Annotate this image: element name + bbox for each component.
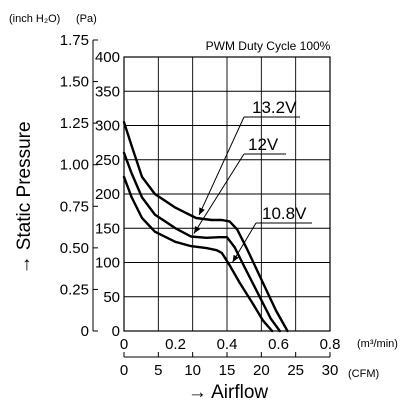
x-cfm-tick-label: 20	[253, 362, 270, 379]
chart-title: PWM Duty Cycle 100%	[206, 39, 331, 53]
x-primary-unit: (m³/min)	[357, 338, 398, 350]
y-inch-tick-label: 1.75	[60, 32, 89, 49]
series-label: 10.8V	[262, 204, 307, 223]
series-labels: 13.2V 12V 10.8V	[193, 98, 312, 263]
y-pa-tick-label: 50	[103, 289, 120, 306]
x-cfm-tick-label: 5	[154, 362, 162, 379]
series-line-12v	[122, 151, 281, 333]
x-m3-tick-label: 0.6	[268, 336, 289, 353]
series-line-108v	[122, 175, 274, 333]
x-m3-tick-label: 0.4	[217, 336, 238, 353]
x-secondary-unit: (CFM)	[348, 368, 379, 380]
y-pa-tick-label: 150	[95, 220, 120, 237]
y-inch-tick-label: 1.25	[60, 115, 89, 132]
y-inch-tick-label: 0.75	[60, 198, 89, 215]
x-cfm-tick-label: 0	[120, 362, 128, 379]
x-cfm-tick-label: 30	[322, 362, 339, 379]
axes	[92, 39, 331, 358]
y-pa-tick-label: 250	[95, 152, 120, 169]
y-outer-unit: (inch H₂O)	[9, 13, 60, 25]
label-arrowhead	[199, 207, 205, 215]
y-pa-tick-label: 0	[112, 323, 120, 340]
series-label: 12V	[248, 135, 279, 154]
y-inch-tick-label: 0	[81, 323, 89, 340]
x-m3-tick-label: 0.2	[165, 336, 186, 353]
y-inch-tick-label: 1.50	[60, 74, 89, 91]
y-pa-tick-label: 200	[95, 186, 120, 203]
x-cfm-tick-label: 15	[219, 362, 236, 379]
x-m3-tick-label: 0.8	[320, 336, 341, 353]
y-inch-tick-label: 0.50	[60, 240, 89, 257]
y-inch-tick-label: 1.00	[60, 157, 89, 174]
label-arrowhead	[232, 254, 239, 263]
y-pa-tick-label: 350	[95, 83, 120, 100]
x-cfm-tick-label: 10	[184, 362, 201, 379]
grid	[123, 56, 331, 332]
series-line-132v	[122, 120, 289, 333]
y-pa-tick-label: 300	[95, 118, 120, 135]
label-leader-line	[198, 116, 245, 216]
x-m3-tick-label: 0	[120, 336, 128, 353]
series-curves	[122, 120, 289, 333]
y-inner-unit: (Pa)	[76, 13, 97, 25]
tick-labels: 00.250.500.751.001.251.501.7505010015020…	[60, 32, 341, 379]
label-leader-line	[232, 222, 257, 263]
x-cfm-tick-label: 25	[287, 362, 304, 379]
x-axis-title: → Airflow	[188, 382, 269, 403]
series-label: 13.2V	[252, 98, 297, 117]
label-leader-line	[193, 153, 245, 234]
y-pa-tick-label: 100	[95, 255, 120, 272]
y-axis-title: → Static Pressure	[14, 121, 35, 274]
label-arrowhead	[193, 225, 201, 234]
y-pa-tick-label: 400	[95, 49, 120, 66]
y-inch-tick-label: 0.25	[60, 281, 89, 298]
